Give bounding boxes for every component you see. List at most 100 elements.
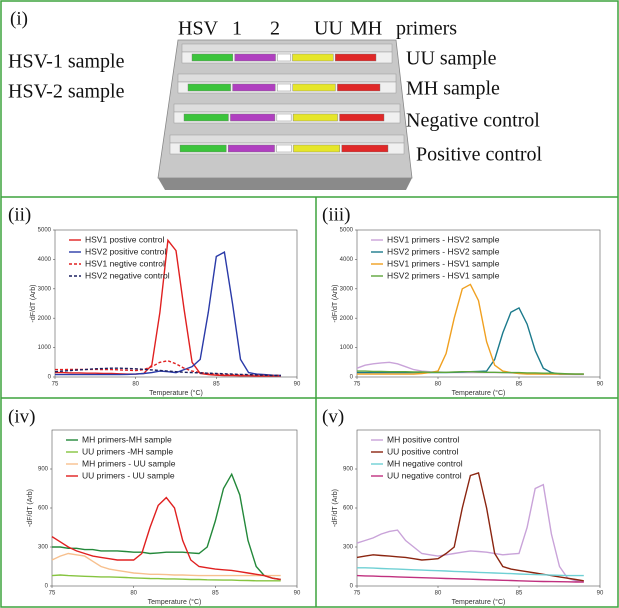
series-line bbox=[356, 483, 584, 583]
legend-label: UU positive control bbox=[387, 446, 458, 456]
y-tick-label: 4000 bbox=[340, 257, 354, 263]
legend-label: HSV1 primers - HSV2 sample bbox=[387, 234, 500, 244]
y-axis-label: -dF/dT (Arb) bbox=[30, 285, 37, 323]
legend-label: HSV2 primers - HSV2 sample bbox=[387, 246, 500, 256]
x-tick-label: 80 bbox=[132, 382, 139, 388]
y-tick-label: 0 bbox=[350, 584, 354, 590]
well bbox=[292, 83, 336, 92]
legend-label: HSV1 negtive control bbox=[85, 258, 165, 268]
x-tick-label: 75 bbox=[49, 591, 56, 597]
y-tick-label: 5000 bbox=[38, 228, 52, 234]
panel-label: (ii) bbox=[8, 204, 31, 225]
x-tick-label: 90 bbox=[597, 591, 604, 597]
y-tick-label: 0 bbox=[350, 375, 354, 381]
row-label: MH sample bbox=[406, 78, 500, 100]
column-header: 2 bbox=[270, 18, 280, 40]
y-tick-label: 0 bbox=[48, 375, 52, 381]
x-tick-label: 85 bbox=[212, 591, 219, 597]
well bbox=[293, 144, 340, 153]
strip-ridge bbox=[173, 103, 401, 113]
row-label: Positive control bbox=[416, 144, 543, 166]
series-line bbox=[51, 496, 281, 581]
plot-frame bbox=[356, 229, 601, 378]
series-line bbox=[51, 574, 281, 582]
y-tick-label: 4000 bbox=[38, 257, 52, 263]
y-tick-label: 2000 bbox=[38, 316, 52, 322]
legend-label: UU negative control bbox=[387, 470, 462, 480]
strip-ridge bbox=[181, 43, 393, 53]
well bbox=[276, 83, 292, 92]
series-line bbox=[52, 472, 281, 581]
column-header: HSV bbox=[178, 18, 219, 40]
row-label: HSV-1 sample bbox=[8, 51, 125, 73]
panel-label: (v) bbox=[322, 406, 344, 427]
well bbox=[276, 113, 292, 122]
y-tick-label: 300 bbox=[343, 545, 354, 551]
legend-label: HSV1 postive control bbox=[85, 234, 164, 244]
y-tick-label: 3000 bbox=[340, 286, 354, 292]
x-tick-label: 80 bbox=[130, 591, 137, 597]
row-label: UU sample bbox=[406, 48, 497, 70]
series-line bbox=[356, 574, 584, 583]
x-axis-label: Temperature (°C) bbox=[452, 389, 506, 397]
series-line bbox=[51, 552, 281, 577]
legend-label: MH primers-MH sample bbox=[82, 434, 172, 444]
y-axis-label: -dF/dT (Arb) bbox=[27, 489, 34, 527]
y-tick-label: 1000 bbox=[340, 345, 354, 351]
legend-label: UU primers -MH sample bbox=[82, 446, 173, 456]
well bbox=[228, 144, 275, 153]
y-tick-label: 2000 bbox=[340, 316, 354, 322]
strip-ridge bbox=[177, 73, 397, 83]
legend-label: MH positive control bbox=[387, 434, 459, 444]
x-tick-label: 90 bbox=[597, 382, 604, 388]
y-tick-label: 300 bbox=[38, 545, 49, 551]
well bbox=[179, 144, 227, 153]
series-line bbox=[357, 306, 584, 375]
well bbox=[234, 53, 276, 62]
y-tick-label: 1000 bbox=[38, 345, 52, 351]
x-tick-label: 85 bbox=[213, 382, 220, 388]
x-tick-label: 85 bbox=[516, 591, 523, 597]
series-line bbox=[357, 567, 584, 577]
well bbox=[335, 53, 377, 62]
row-label: HSV-2 sample bbox=[8, 81, 125, 103]
legend-label: HSV2 negative control bbox=[85, 270, 170, 280]
plot-frame bbox=[54, 229, 298, 378]
series-line bbox=[357, 283, 584, 375]
plate bbox=[157, 39, 413, 190]
y-tick-label: 5000 bbox=[340, 228, 354, 234]
well bbox=[191, 53, 233, 62]
y-tick-label: 600 bbox=[38, 506, 49, 512]
column-header: primers bbox=[396, 18, 457, 40]
well bbox=[232, 83, 276, 92]
legend-label: UU primers - UU sample bbox=[82, 470, 175, 480]
x-tick-label: 85 bbox=[516, 382, 523, 388]
x-tick-label: 80 bbox=[435, 591, 442, 597]
x-axis-label: Temperature (°C) bbox=[148, 598, 202, 606]
panel-label: (iv) bbox=[8, 406, 35, 427]
well bbox=[187, 83, 231, 92]
plate-side bbox=[158, 178, 412, 190]
x-tick-label: 80 bbox=[435, 382, 442, 388]
x-tick-label: 90 bbox=[294, 382, 301, 388]
strip-ridge bbox=[169, 134, 405, 144]
column-header: 1 bbox=[232, 18, 242, 40]
x-tick-label: 75 bbox=[354, 382, 361, 388]
y-axis-label: -dF/dT (Arb) bbox=[332, 285, 339, 323]
legend-label: MH primers - UU sample bbox=[82, 458, 176, 468]
x-axis-label: Temperature (°C) bbox=[149, 389, 203, 397]
x-tick-label: 75 bbox=[354, 591, 361, 597]
row-label: Negative control bbox=[406, 110, 540, 132]
x-tick-label: 90 bbox=[294, 591, 301, 597]
x-tick-label: 75 bbox=[52, 382, 59, 388]
series-line bbox=[55, 251, 281, 377]
series-line bbox=[357, 370, 584, 375]
well bbox=[277, 53, 291, 62]
well bbox=[276, 144, 292, 153]
well bbox=[337, 83, 381, 92]
y-tick-label: 900 bbox=[343, 467, 354, 473]
y-tick-label: 600 bbox=[343, 506, 354, 512]
panel-label: (i) bbox=[10, 8, 28, 29]
